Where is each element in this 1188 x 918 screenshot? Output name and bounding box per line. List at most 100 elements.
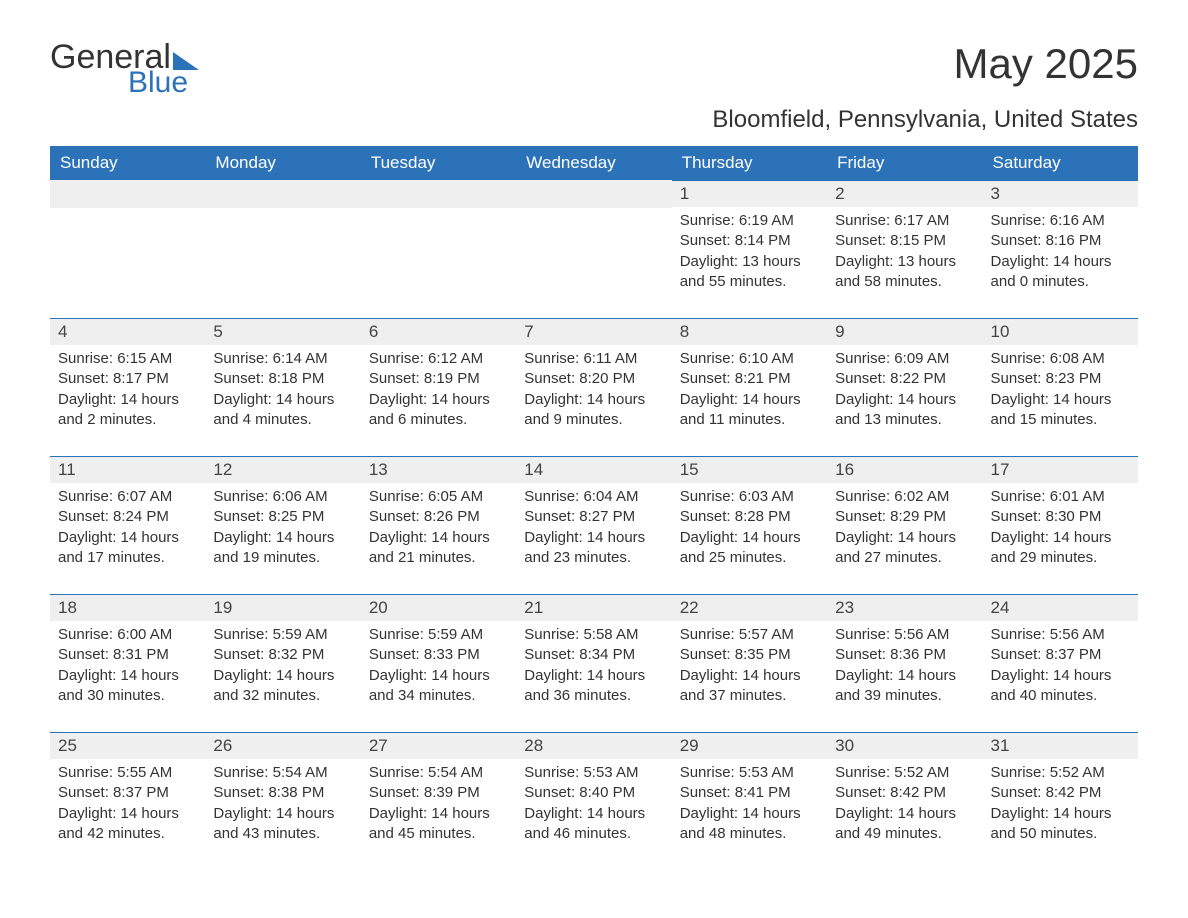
daylight-line: Daylight: 14 hours and 32 minutes. [213,666,352,707]
sunrise-line: Sunrise: 6:11 AM [524,349,663,369]
day-number: 11 [50,456,205,483]
day-header: Sunday [50,146,205,180]
day-number: 5 [205,318,360,345]
sunrise-line: Sunrise: 6:16 AM [991,211,1130,231]
sunset-line: Sunset: 8:42 PM [835,783,974,803]
day-number: 16 [827,456,982,483]
daylight-line: Daylight: 13 hours and 58 minutes. [835,252,974,293]
sunrise-line: Sunrise: 5:56 AM [835,625,974,645]
logo-word2: Blue [128,68,199,98]
sunrise-line: Sunrise: 6:12 AM [369,349,508,369]
day-number: 24 [983,594,1138,621]
calendar-day: 31Sunrise: 5:52 AMSunset: 8:42 PMDayligh… [983,732,1138,860]
sunset-line: Sunset: 8:23 PM [991,369,1130,389]
calendar-day: 5Sunrise: 6:14 AMSunset: 8:18 PMDaylight… [205,318,360,446]
calendar-day: 6Sunrise: 6:12 AMSunset: 8:19 PMDaylight… [361,318,516,446]
sunset-line: Sunset: 8:27 PM [524,507,663,527]
sunrise-line: Sunrise: 5:54 AM [213,763,352,783]
daylight-line: Daylight: 14 hours and 30 minutes. [58,666,197,707]
sunrise-line: Sunrise: 6:08 AM [991,349,1130,369]
calendar-day: 25Sunrise: 5:55 AMSunset: 8:37 PMDayligh… [50,732,205,860]
calendar-day: 3 Sunrise: 6:16 AMSunset: 8:16 PMDaylight… [983,180,1138,308]
sunset-line: Sunset: 8:31 PM [58,645,197,665]
sunrise-line: Sunrise: 5:59 AM [213,625,352,645]
calendar-day: 11Sunrise: 6:07 AMSunset: 8:24 PMDayligh… [50,456,205,584]
sunrise-line: Sunrise: 6:15 AM [58,349,197,369]
daylight-line: Daylight: 14 hours and 39 minutes. [835,666,974,707]
calendar-header-row: Sunday Monday Tuesday Wednesday Thursday… [50,146,1138,180]
sunrise-line: Sunrise: 6:00 AM [58,625,197,645]
sunrise-line: Sunrise: 6:07 AM [58,487,197,507]
logo-top: General [50,40,199,74]
day-number: 29 [672,732,827,759]
daylight-line: Daylight: 14 hours and 36 minutes. [524,666,663,707]
sunset-line: Sunset: 8:41 PM [680,783,819,803]
day-number: 3 [983,180,1138,207]
calendar-day: 18Sunrise: 6:00 AMSunset: 8:31 PMDayligh… [50,594,205,722]
sunrise-line: Sunrise: 5:53 AM [524,763,663,783]
sunrise-line: Sunrise: 5:56 AM [991,625,1130,645]
calendar-day: 16Sunrise: 6:02 AMSunset: 8:29 PMDayligh… [827,456,982,584]
day-body: Sunrise: 5:59 AMSunset: 8:32 PMDaylight:… [205,625,360,706]
sunset-line: Sunset: 8:38 PM [213,783,352,803]
sunset-line: Sunset: 8:35 PM [680,645,819,665]
day-body: Sunrise: 5:56 AMSunset: 8:37 PMDaylight:… [983,625,1138,706]
calendar-day: 9Sunrise: 6:09 AMSunset: 8:22 PMDaylight… [827,318,982,446]
day-body: Sunrise: 5:57 AMSunset: 8:35 PMDaylight:… [672,625,827,706]
sunset-line: Sunset: 8:42 PM [991,783,1130,803]
daylight-line: Daylight: 14 hours and 19 minutes. [213,528,352,569]
sunrise-line: Sunrise: 6:06 AM [213,487,352,507]
calendar-day: 29 Sunrise: 5:53 AMSunset: 8:41 PMDayligh… [672,732,827,860]
day-number: 6 [361,318,516,345]
daylight-line: Daylight: 14 hours and 0 minutes. [991,252,1130,293]
daylight-line: Daylight: 14 hours and 29 minutes. [991,528,1130,569]
calendar-day [205,180,360,308]
daylight-line: Daylight: 14 hours and 43 minutes. [213,804,352,845]
day-body: Sunrise: 5:58 AMSunset: 8:34 PMDaylight:… [516,625,671,706]
sunrise-line: Sunrise: 5:52 AM [835,763,974,783]
calendar-day: 19Sunrise: 5:59 AMSunset: 8:32 PMDayligh… [205,594,360,722]
day-body: Sunrise: 6:19 AMSunset: 8:14 PMDaylight:… [672,211,827,292]
calendar-day: 15Sunrise: 6:03 AMSunset: 8:28 PMDayligh… [672,456,827,584]
daylight-line: Daylight: 14 hours and 37 minutes. [680,666,819,707]
day-body: Sunrise: 6:08 AMSunset: 8:23 PMDaylight:… [983,349,1138,430]
day-number-empty [516,180,671,208]
sunset-line: Sunset: 8:15 PM [835,231,974,251]
sunrise-line: Sunrise: 6:09 AM [835,349,974,369]
calendar-day: 12Sunrise: 6:06 AMSunset: 8:25 PMDayligh… [205,456,360,584]
calendar-day: 21Sunrise: 5:58 AMSunset: 8:34 PMDayligh… [516,594,671,722]
daylight-line: Daylight: 14 hours and 45 minutes. [369,804,508,845]
daylight-line: Daylight: 14 hours and 49 minutes. [835,804,974,845]
sunrise-line: Sunrise: 5:59 AM [369,625,508,645]
calendar-week: 18Sunrise: 6:00 AMSunset: 8:31 PMDayligh… [50,594,1138,722]
calendar-day: 27Sunrise: 5:54 AMSunset: 8:39 PMDayligh… [361,732,516,860]
day-header: Wednesday [516,146,671,180]
day-body: Sunrise: 5:53 AMSunset: 8:41 PMDaylight:… [672,763,827,844]
calendar-week: 4Sunrise: 6:15 AMSunset: 8:17 PMDaylight… [50,318,1138,446]
day-body: Sunrise: 6:10 AMSunset: 8:21 PMDaylight:… [672,349,827,430]
sunrise-line: Sunrise: 5:54 AM [369,763,508,783]
daylight-line: Daylight: 14 hours and 25 minutes. [680,528,819,569]
sunrise-line: Sunrise: 6:01 AM [991,487,1130,507]
day-body: Sunrise: 6:09 AMSunset: 8:22 PMDaylight:… [827,349,982,430]
daylight-line: Daylight: 14 hours and 17 minutes. [58,528,197,569]
sunrise-line: Sunrise: 6:10 AM [680,349,819,369]
day-number: 10 [983,318,1138,345]
sunset-line: Sunset: 8:32 PM [213,645,352,665]
daylight-line: Daylight: 14 hours and 11 minutes. [680,390,819,431]
day-number: 1 [672,180,827,207]
day-body: Sunrise: 6:06 AMSunset: 8:25 PMDaylight:… [205,487,360,568]
daylight-line: Daylight: 14 hours and 6 minutes. [369,390,508,431]
calendar-day [50,180,205,308]
calendar-day: 4Sunrise: 6:15 AMSunset: 8:17 PMDaylight… [50,318,205,446]
sunset-line: Sunset: 8:28 PM [680,507,819,527]
sunset-line: Sunset: 8:16 PM [991,231,1130,251]
daylight-line: Daylight: 14 hours and 23 minutes. [524,528,663,569]
day-body: Sunrise: 6:16 AMSunset: 8:16 PMDaylight:… [983,211,1138,292]
day-number: 4 [50,318,205,345]
daylight-line: Daylight: 14 hours and 4 minutes. [213,390,352,431]
day-number: 31 [983,732,1138,759]
day-header: Thursday [672,146,827,180]
sunset-line: Sunset: 8:14 PM [680,231,819,251]
day-number: 14 [516,456,671,483]
